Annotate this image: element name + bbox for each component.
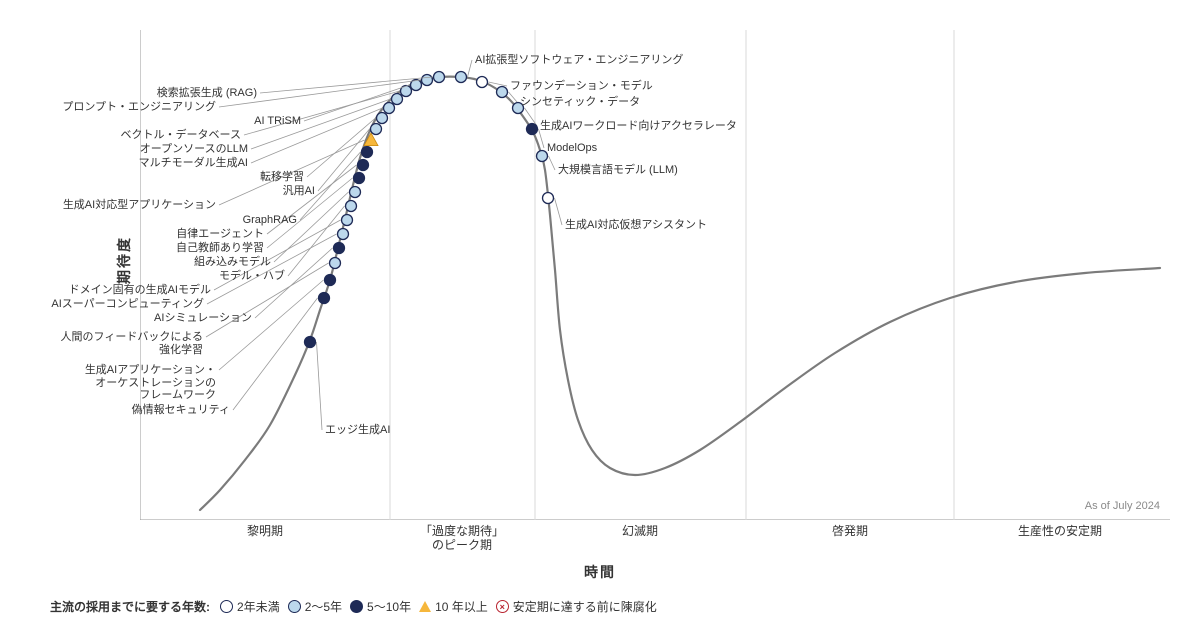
tech-label: 生成AIアプリケーション・オーケストレーションのフレームワーク [16,364,216,402]
tech-label: 大規模言語モデル (LLM) [558,164,678,177]
tech-label: AI拡張型ソフトウェア・エンジニアリング [475,54,683,67]
tech-label: 偽情報セキュリティ [30,404,230,417]
chart-area [140,30,1170,520]
legend-item-triangle: 10 年以上 [419,598,488,615]
legend-title: 主流の採用までに要する年数: [50,598,210,615]
legend-swatch-light [288,600,301,613]
tech-label: 転移学習 [104,171,304,184]
tech-label: オープンソースのLLM [48,143,248,156]
tech-label: GraphRAG [97,214,297,227]
legend-label: 5〜10年 [367,598,411,615]
tech-label: ファウンデーション・モデル [510,80,653,93]
tech-label: ベクトル・データベース [41,129,241,142]
legend: 主流の採用までに要する年数: 2年未満 2〜5年 5〜10年 10 年以上 × … [50,598,657,615]
phase-label: 幻滅期 [622,525,658,539]
legend-item-light: 2〜5年 [288,598,342,615]
legend-label: 2年未満 [237,598,280,615]
legend-swatch-obsolete: × [496,600,509,613]
tech-label: 人間のフィードバックによる強化学習 [3,331,203,356]
tech-label: AI TRiSM [101,115,301,128]
legend-item-dark: 5〜10年 [350,598,411,615]
tech-label: エッジ生成AI [325,424,390,437]
legend-swatch-dark [350,600,363,613]
tech-label: 生成AI対応仮想アシスタント [565,219,707,232]
tech-label: 生成AIワークロード向けアクセラレータ [540,120,737,133]
legend-item-obsolete: × 安定期に達する前に陳腐化 [496,598,657,615]
x-axis-label: 時間 [0,562,1200,582]
tech-label: 生成AI対応型アプリケーション [16,199,216,212]
tech-label: 自己教師あり学習 [64,242,264,255]
tech-label: 自律エージェント [64,228,264,241]
hype-cycle-svg [140,30,1170,520]
phase-label: 黎明期 [247,525,283,539]
legend-swatch-triangle [419,601,431,612]
tech-label: マルチモーダル生成AI [48,157,248,170]
phase-labels: 黎明期 「過度な期待」のピーク期 幻滅期 啓発期 生産性の安定期 [140,525,1170,555]
tech-label: 組み込みモデル [71,256,271,269]
phase-label: 「過度な期待」のピーク期 [420,525,504,553]
tech-label: モデル・ハブ [85,270,285,283]
tech-label: 汎用AI [115,185,315,198]
tech-label: シンセティック・データ [520,96,640,109]
tech-label: AIシミュレーション [52,312,252,325]
legend-swatch-white [220,600,233,613]
tech-label: 検索拡張生成 (RAG) [57,87,257,100]
legend-label: 2〜5年 [305,598,342,615]
legend-item-white: 2年未満 [220,598,280,615]
phase-label: 啓発期 [832,525,868,539]
legend-label: 安定期に達する前に陳腐化 [513,598,657,615]
tech-label: AIスーパーコンピューティング [4,298,204,311]
phase-label: 生産性の安定期 [1018,525,1102,539]
legend-label: 10 年以上 [435,598,488,615]
tech-label: ModelOps [547,142,597,155]
tech-label: プロンプト・エンジニアリング [16,101,216,114]
tech-label: ドメイン固有の生成AIモデル [11,284,211,297]
